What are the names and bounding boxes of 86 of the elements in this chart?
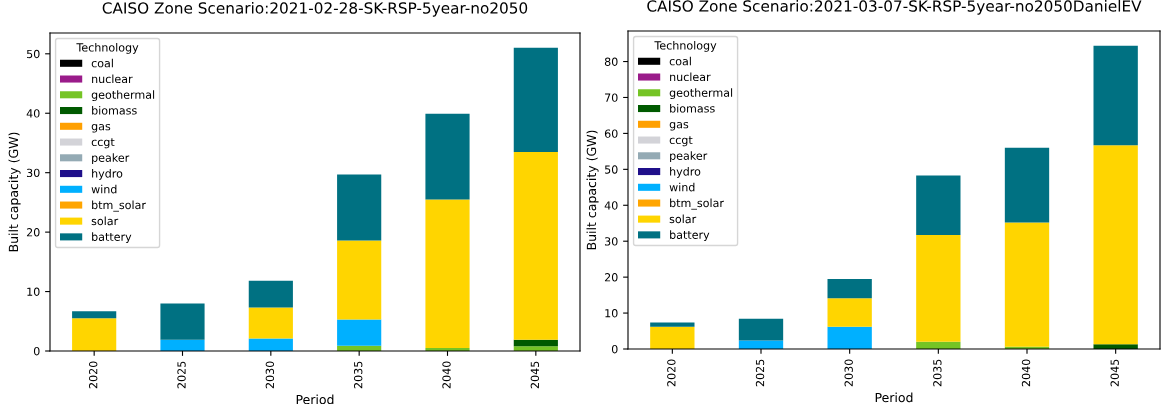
bar [650, 322, 695, 327]
y-tick-label: 50 [27, 49, 40, 59]
x-tick-label: 2025 [755, 359, 765, 387]
x-tick-label: 2020 [88, 361, 98, 389]
legend-label: ccgt [669, 136, 693, 147]
legend-label: peaker [92, 153, 130, 165]
bar [425, 199, 470, 349]
y-tick-label: 30 [26, 168, 40, 178]
legend-label: biomass [670, 104, 715, 113]
x-tick-label: 2035 [933, 359, 942, 387]
x-axis-title: Period [296, 394, 334, 404]
legend-label: ccgt [91, 138, 115, 149]
bar [513, 47, 558, 152]
legend-title: Technology [654, 41, 717, 52]
bar [337, 319, 382, 346]
bar [827, 298, 872, 327]
legend-label: coal [91, 58, 113, 68]
bar [425, 113, 470, 200]
x-tick-label: 2030 [844, 359, 853, 387]
bar [248, 307, 293, 339]
x-tick-label: 2040 [1021, 359, 1031, 387]
legend-label: btm_solar [670, 198, 724, 210]
x-tick-label: 2045 [530, 361, 540, 389]
y-axis-title: Built capacity (GW) [586, 130, 599, 250]
y-tick-label: 20 [26, 228, 40, 237]
x-tick-label: 2035 [353, 361, 363, 389]
y-tick-label: 40 [604, 201, 618, 210]
bar [513, 151, 558, 340]
bar [337, 174, 382, 241]
legend-label: coal [669, 56, 691, 66]
y-tick-label: 30 [604, 237, 618, 246]
x-tick-label: 2025 [177, 361, 186, 389]
legend-label: geothermal [669, 88, 733, 100]
legend-label: battery [92, 232, 132, 244]
legend-label: hydro [670, 167, 701, 178]
legend-label: gas [91, 123, 111, 133]
bar [337, 240, 382, 320]
legend-label: battery [670, 230, 710, 242]
legend-label: nuclear [670, 72, 711, 82]
y-axis-title: Built capacity (GW) [8, 132, 21, 252]
chart-title: CAISO Zone Scenario:2021-02-28-SK-RSP-5year-no2050 [102, 1, 528, 17]
y-tick-label: 0 [33, 346, 40, 356]
y-tick-label: 20 [604, 273, 618, 282]
bar [738, 340, 784, 349]
x-tick-label: 2030 [265, 361, 275, 389]
bar [160, 339, 205, 351]
bar [248, 280, 293, 308]
legend-label: nuclear [92, 74, 133, 84]
bar [1004, 222, 1050, 347]
legend-label: geothermal [91, 90, 155, 102]
x-axis-title: Period [875, 392, 913, 403]
bar [1004, 147, 1050, 223]
x-tick-label: 2045 [1110, 359, 1119, 387]
bar [1093, 145, 1138, 345]
legend-label: wind [91, 184, 117, 194]
y-tick-label: 10 [27, 287, 40, 296]
legend-label: solar [669, 214, 697, 224]
y-tick-label: 50 [605, 165, 618, 174]
legend-label: wind [669, 182, 695, 192]
bar [160, 303, 205, 340]
legend-label: solar [91, 216, 119, 226]
legend-title: Technology [76, 43, 139, 54]
bar [650, 326, 695, 349]
y-tick-label: 80 [604, 57, 618, 66]
bar [1093, 45, 1138, 146]
y-tick-label: 0 [611, 344, 618, 354]
bar [916, 235, 961, 342]
bar [72, 318, 117, 351]
x-tick-label: 2020 [667, 359, 676, 387]
x-tick-label: 2040 [442, 361, 451, 389]
bar [72, 311, 117, 319]
chart-title: CAISO Zone Scenario:2021-03-07-SK-RSP-5year-no2050DanielEV [647, 0, 1142, 15]
y-tick-label: 40 [26, 109, 40, 118]
legend-label: peaker [670, 151, 708, 163]
bar [738, 318, 784, 341]
legend-label: biomass [92, 106, 137, 115]
legend-label: btm_solar [92, 200, 146, 212]
legend-label: hydro [92, 169, 123, 180]
bar [827, 278, 872, 299]
legend-label: gas [669, 121, 689, 131]
y-tick-label: 70 [605, 93, 618, 102]
y-tick-label: 10 [605, 309, 618, 318]
bar [513, 339, 558, 347]
y-tick-label: 60 [604, 129, 618, 138]
bar [916, 175, 961, 236]
bar [827, 326, 872, 349]
